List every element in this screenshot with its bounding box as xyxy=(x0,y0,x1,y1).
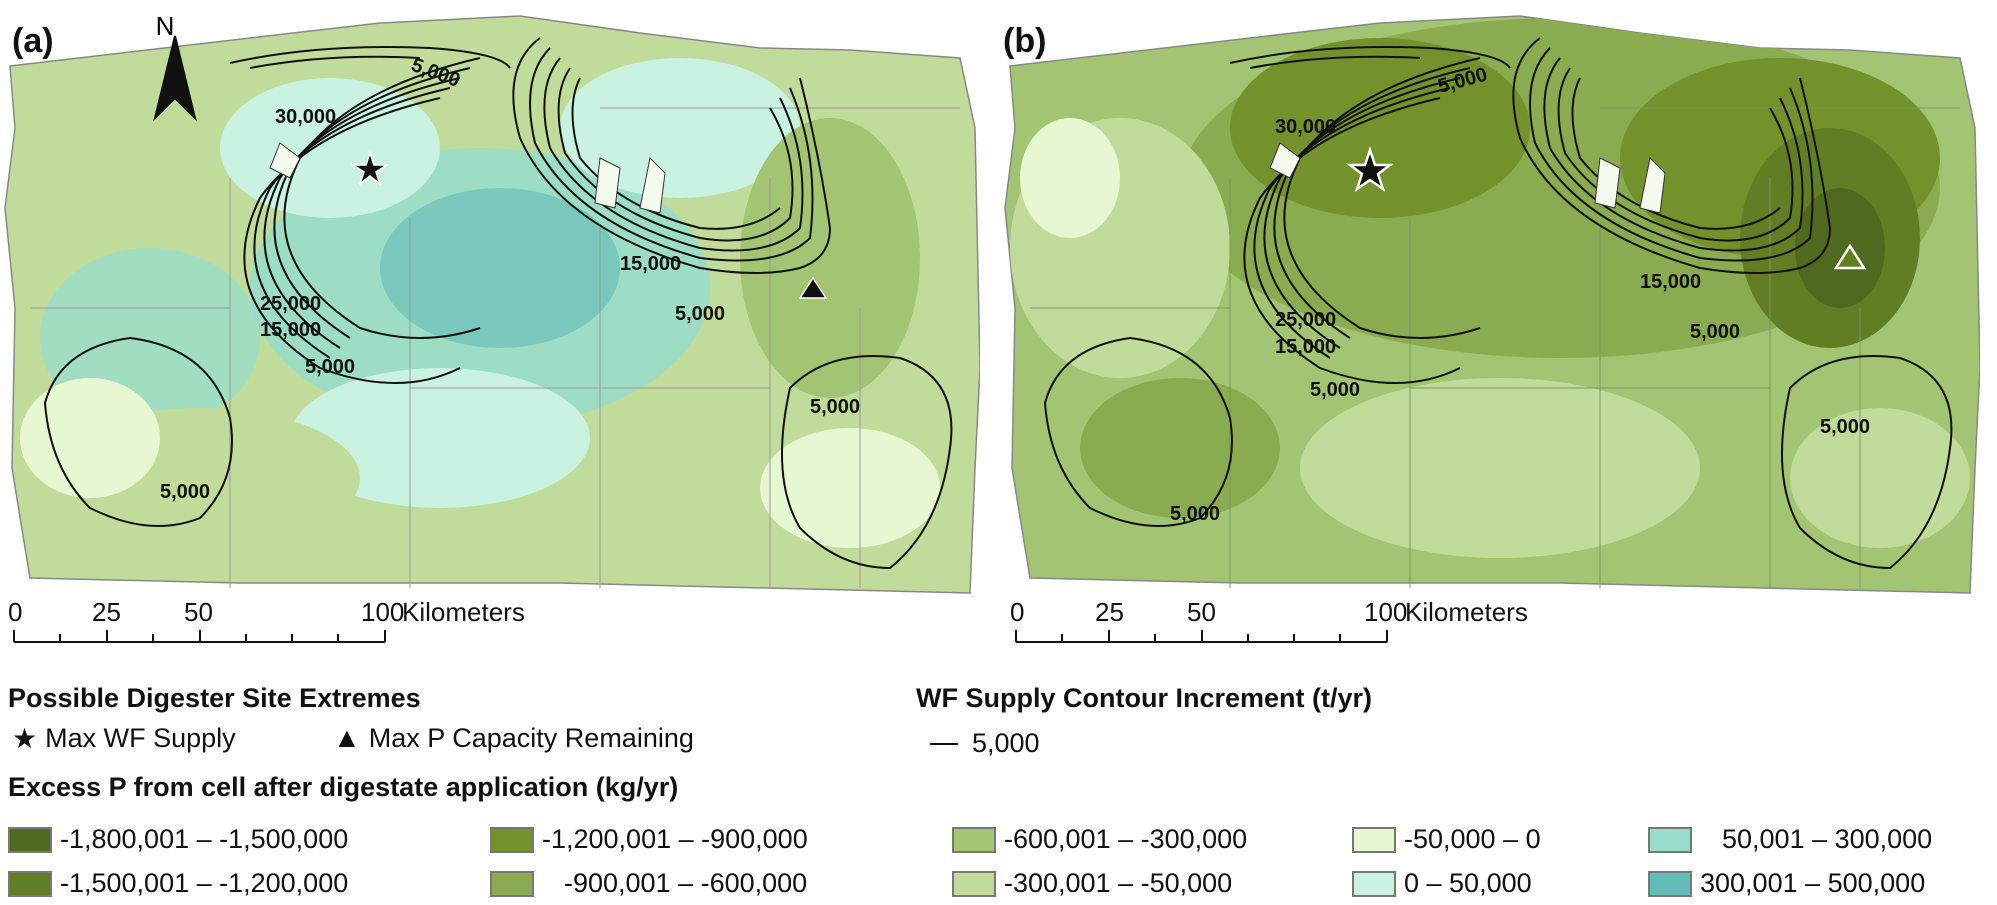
scale-unit-label: Kilometers xyxy=(1405,597,1528,627)
map-panel-b: 5,000 30,000 15,000 5,000 25,000 15,000 … xyxy=(1004,15,1980,594)
legend-swatch xyxy=(490,826,534,853)
map-panel-a: N 5,000 30,000 15,000 5,000 25,000 15,00… xyxy=(4,11,980,594)
legend-class-item: -300,001 – -50,000 xyxy=(952,868,1232,899)
legend-class-item: -1,200,001 – -900,000 xyxy=(490,824,808,855)
legend-class-label: 0 – 50,000 xyxy=(1404,868,1532,898)
legend-max-wf: ★ Max WF Supply xyxy=(12,722,236,755)
legend-class-item: 50,001 – 300,000 xyxy=(1648,824,1932,855)
legend-swatch xyxy=(8,826,52,853)
scale-tick-label: 100 xyxy=(1364,597,1408,627)
legend-max-p: ▲ Max P Capacity Remaining xyxy=(333,722,694,754)
contour-label: 15,000 xyxy=(620,253,681,275)
scale-tick-label: 50 xyxy=(1187,597,1216,627)
legend-swatch xyxy=(1352,826,1396,853)
contour-label: 5,000 xyxy=(1820,416,1870,438)
max-p-capacity-marker-icon xyxy=(798,276,828,299)
legend-class-item: -1,800,001 – -1,500,000 xyxy=(8,824,348,855)
legend-swatch xyxy=(490,870,534,897)
legend-class-item: 0 – 50,000 xyxy=(1352,868,1532,899)
legend-class-item: -900,001 – -600,000 xyxy=(490,868,807,899)
legend-contour-title: WF Supply Contour Increment (t/yr) xyxy=(916,683,1372,713)
legend-class-label: 50,001 – 300,000 xyxy=(1722,824,1933,854)
scale-unit-label: Kilometers xyxy=(402,597,525,627)
legend-swatch xyxy=(1648,826,1692,853)
legend-contour: 5,000 xyxy=(930,728,1040,759)
max-wf-supply-marker-icon xyxy=(1346,146,1394,193)
scale-bar-graphic xyxy=(13,630,386,643)
legend-max-wf-label: Max WF Supply xyxy=(45,723,236,753)
contour-label: 15,000 xyxy=(260,319,321,341)
legend-swatch xyxy=(952,870,996,897)
triangle-icon: ▲ xyxy=(333,722,361,753)
legend-sites-title: Possible Digester Site Extremes xyxy=(8,683,421,713)
legend-class-item: -1,500,001 – -1,200,000 xyxy=(8,868,348,899)
legend-class-label: -900,001 – -600,000 xyxy=(564,868,808,898)
legend-class-label: -1,800,001 – -1,500,000 xyxy=(60,824,349,854)
legend-max-p-label: Max P Capacity Remaining xyxy=(368,722,694,753)
contour-label: 15,000 xyxy=(1275,336,1336,358)
scale-tick-label: 25 xyxy=(92,597,121,627)
contour-label: 25,000 xyxy=(260,293,321,315)
star-icon: ★ xyxy=(12,723,38,754)
contour-label: 15,000 xyxy=(1640,271,1701,293)
scale-tick-label: 25 xyxy=(1095,597,1124,627)
contour-line-icon xyxy=(930,742,958,745)
north-label: N xyxy=(156,11,175,41)
contour-label: 5,000 xyxy=(810,396,860,418)
scale-tick-label: 0 xyxy=(8,597,23,627)
legend-contour-value: 5,000 xyxy=(972,728,1040,758)
legend-class-label: -300,001 – -50,000 xyxy=(1004,868,1233,898)
legend-class-item: -600,001 – -300,000 xyxy=(952,824,1247,855)
legend-swatch xyxy=(952,826,996,853)
legend-class-label: 300,001 – 500,000 xyxy=(1700,868,1926,898)
legend-class-label: -600,001 – -300,000 xyxy=(1004,824,1248,854)
panel-label-b: (b) xyxy=(1003,22,1047,60)
contour-label: 5,000 xyxy=(1170,503,1220,525)
legend-class-label: -1,500,001 – -1,200,000 xyxy=(60,868,349,898)
scale-bar-graphic xyxy=(1015,630,1388,643)
max-p-capacity-marker-icon xyxy=(1833,243,1867,270)
scale-tick-label: 0 xyxy=(1010,597,1025,627)
legend-excess-title: Excess P from cell after digestate appli… xyxy=(8,772,679,802)
legend-class-item: 300,001 – 500,000 xyxy=(1648,868,1925,899)
legend-swatch xyxy=(8,870,52,897)
legend-class-label: -50,000 – 0 xyxy=(1404,824,1541,854)
max-wf-supply-marker-icon xyxy=(350,150,390,187)
legend-swatch xyxy=(1352,870,1396,897)
contour-label: 30,000 xyxy=(1275,116,1336,138)
contour-label: 5,000 xyxy=(675,303,725,325)
contour-label: 25,000 xyxy=(1275,309,1336,331)
panel-label-a: (a) xyxy=(12,22,54,60)
legend-class-item: -50,000 – 0 xyxy=(1352,824,1541,855)
scale-tick-label: 100 xyxy=(361,597,405,627)
contour-label: 5,000 xyxy=(305,356,355,378)
contour-label: 5,000 xyxy=(160,481,210,503)
contour-label: 5,000 xyxy=(1690,321,1740,343)
legend-class-label: -1,200,001 – -900,000 xyxy=(542,824,808,854)
scale-tick-label: 50 xyxy=(184,597,213,627)
contour-label: 30,000 xyxy=(275,106,336,128)
north-arrow-icon xyxy=(153,35,197,122)
legend-swatch xyxy=(1648,870,1692,897)
contour-label: 5,000 xyxy=(1310,379,1360,401)
